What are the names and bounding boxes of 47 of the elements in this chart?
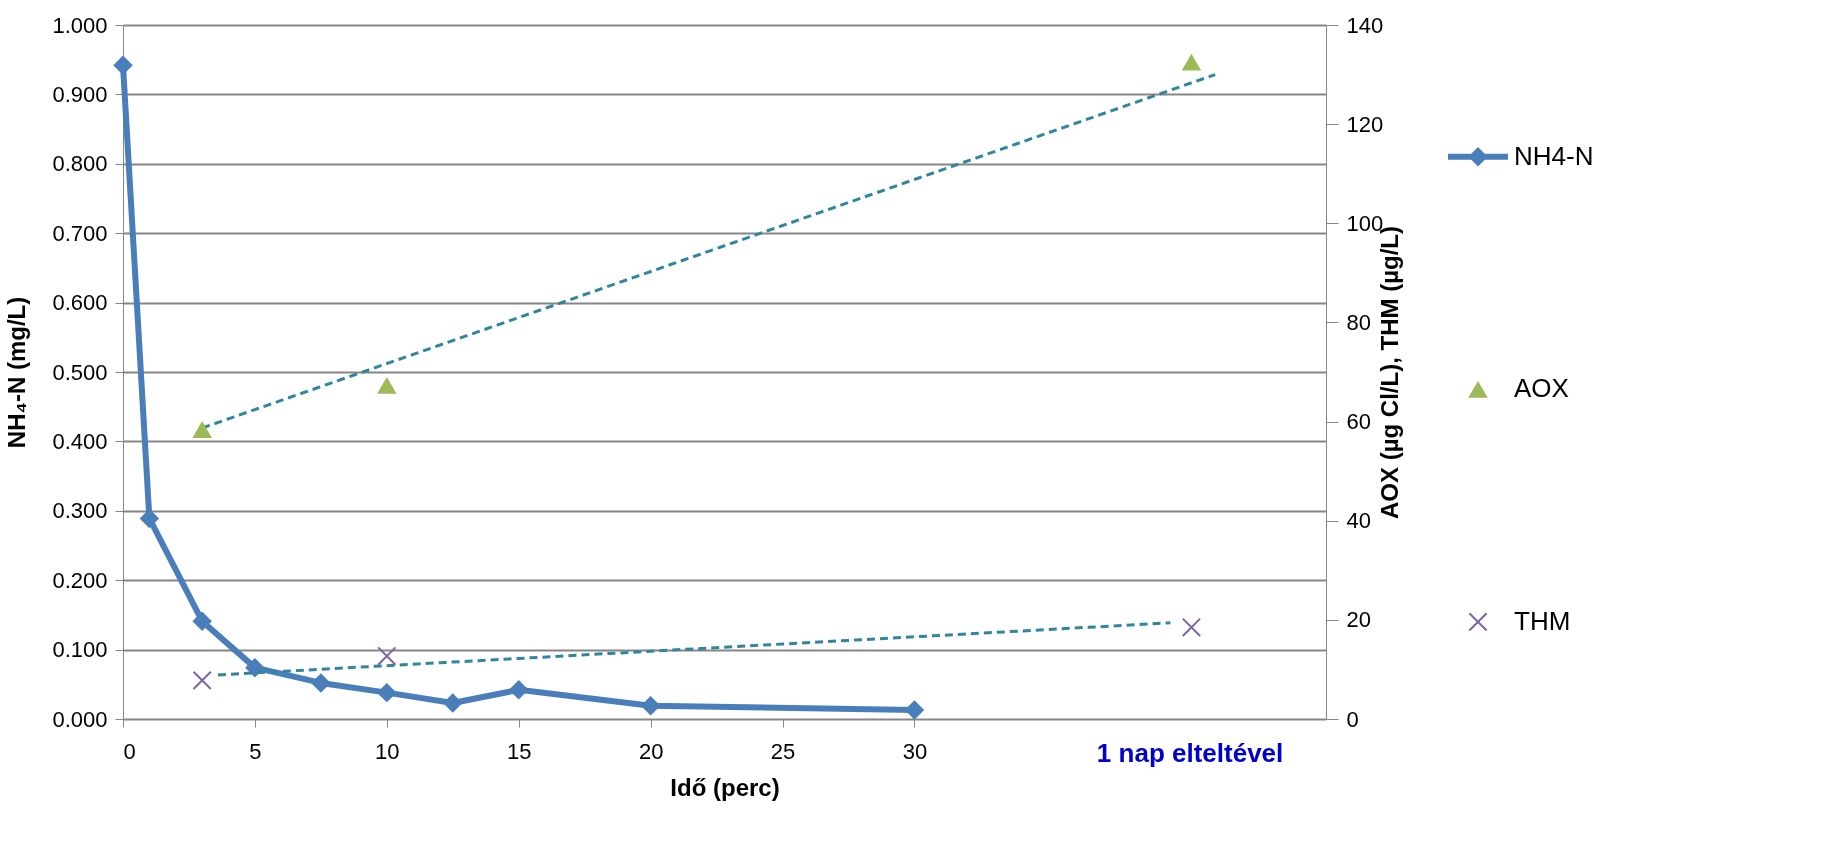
y-tick-label: 0.400 <box>52 428 108 454</box>
point <box>1181 53 1202 71</box>
point <box>1181 617 1202 637</box>
point <box>377 682 397 703</box>
point <box>640 696 661 716</box>
y-tick-label: 0.000 <box>52 706 108 732</box>
x-tick-label: 0 <box>123 738 136 764</box>
point <box>508 680 529 700</box>
y-tick-label: 1.000 <box>52 12 108 38</box>
y2-tick-label: 20 <box>1346 607 1371 633</box>
x-tick-label: 10 <box>375 738 400 764</box>
point <box>443 693 463 713</box>
y2-tick-label: 120 <box>1346 111 1384 137</box>
point <box>192 670 212 690</box>
point <box>377 376 397 394</box>
x-tick-label: 15 <box>506 738 532 764</box>
y-tick-label: 0.500 <box>52 359 108 385</box>
y-tick-label: 0.600 <box>52 290 108 316</box>
x-axis-title: Idő (perc) <box>670 773 780 801</box>
x-tick-label: 25 <box>770 738 796 764</box>
y2-tick-label: 0 <box>1346 706 1359 732</box>
legend-label: THM <box>1514 605 1571 636</box>
y2-tick-label: 80 <box>1346 309 1371 335</box>
point <box>192 611 212 631</box>
legend-label: NH4-N <box>1514 140 1594 171</box>
y2-tick-label: 140 <box>1346 12 1384 38</box>
y-tick-label: 0.100 <box>52 637 108 663</box>
y2-tick-label: 60 <box>1346 409 1371 435</box>
legend-label: AOX <box>1514 373 1569 404</box>
point <box>192 421 212 438</box>
y-tick-label: 0.800 <box>52 151 108 177</box>
x-tick-label: 20 <box>638 738 664 764</box>
point <box>377 646 397 666</box>
x-tick-label: 30 <box>902 738 928 764</box>
text: 1 nap elteltével <box>1096 738 1284 768</box>
y-tick-label: 0.700 <box>52 220 108 246</box>
point <box>139 508 160 529</box>
point <box>113 55 133 75</box>
point <box>311 673 331 693</box>
x-tick-label: 5 <box>249 738 262 764</box>
y2-tick-label: 40 <box>1346 508 1371 534</box>
y-tick-label: 0.200 <box>52 567 108 593</box>
point <box>904 700 925 720</box>
y-tick-label: 0.300 <box>52 498 108 524</box>
y-tick-label: 0.900 <box>52 81 108 107</box>
y-axis-title: NH₄-N (mg/L) <box>3 296 31 449</box>
point <box>245 657 265 678</box>
